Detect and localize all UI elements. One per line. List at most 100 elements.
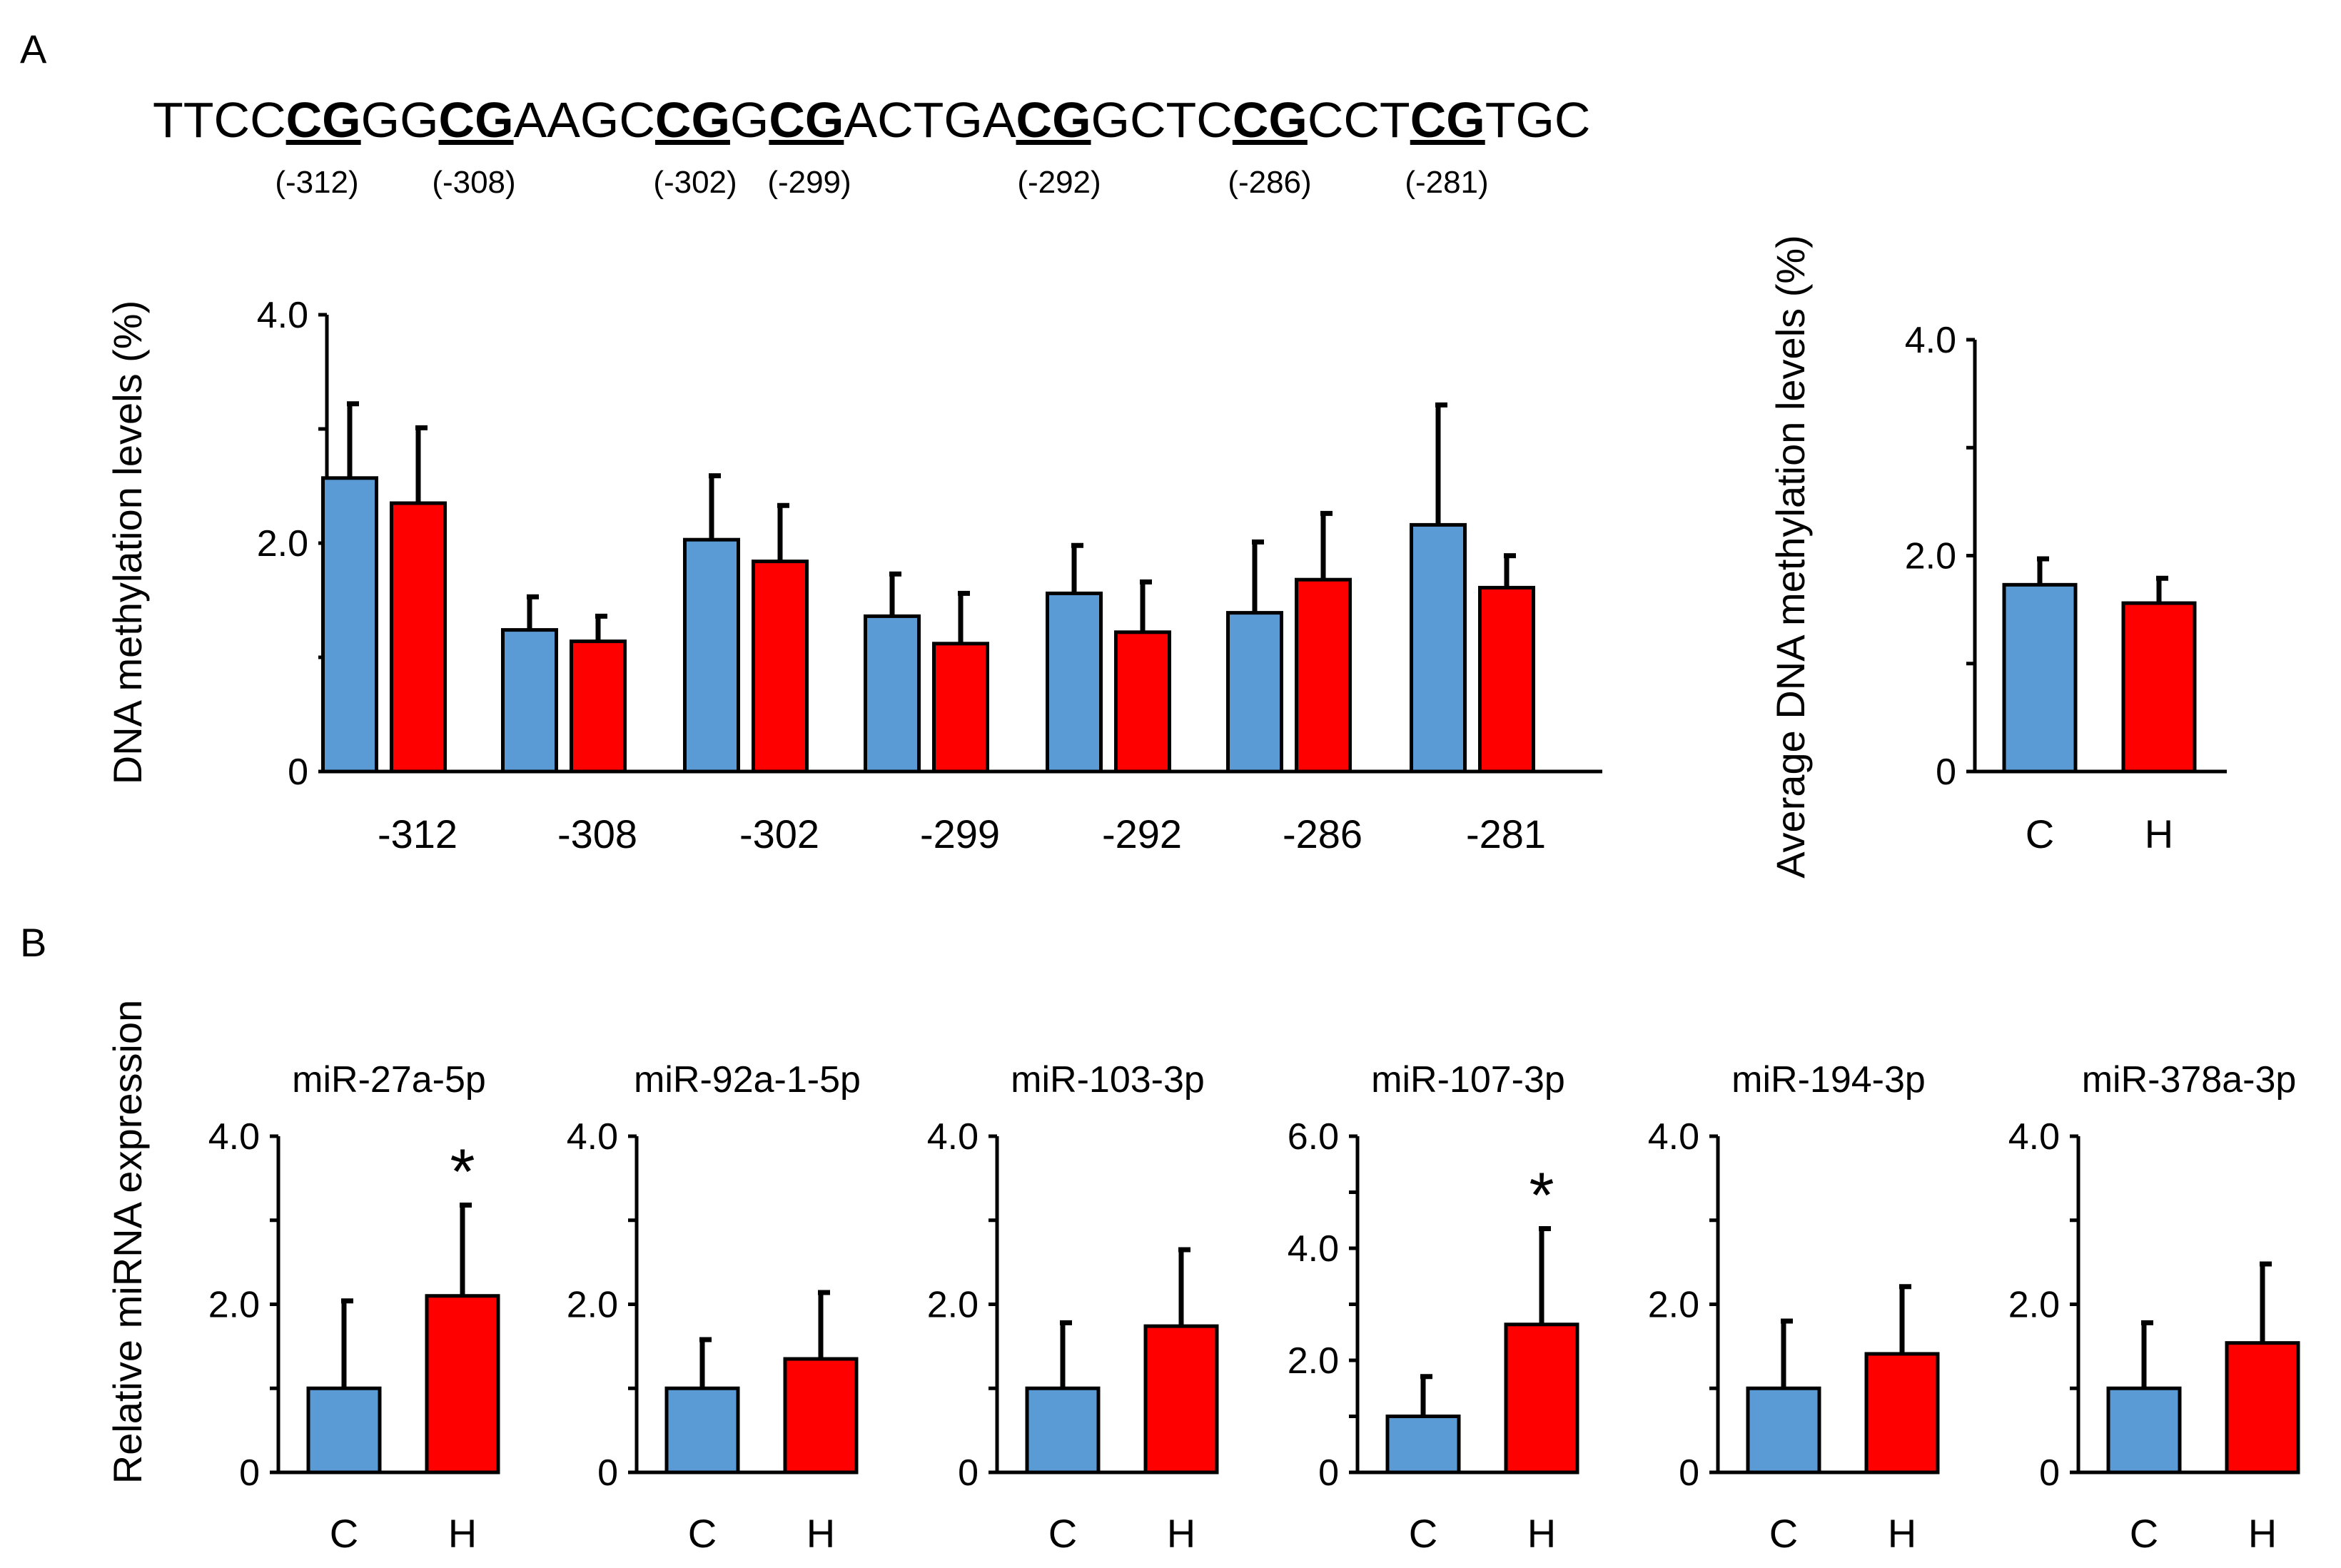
- x-category-label: C: [1409, 1511, 1437, 1556]
- bar-h: [570, 639, 627, 774]
- bar-c: [1410, 522, 1467, 774]
- chart-title: miR-92a-1-5p: [634, 1059, 861, 1101]
- bar-h: [1864, 1352, 1940, 1475]
- cpg-position-labels: (-312) (-308) (-302) (-299) (-292) (-286) (-28…: [275, 165, 1488, 200]
- bar-h: [390, 501, 447, 774]
- x-category-label: H: [1527, 1511, 1556, 1556]
- chart-title: miR-103-3p: [1011, 1059, 1205, 1101]
- bar-c: [501, 628, 558, 774]
- y-tick-label: 0: [288, 752, 308, 793]
- cpg-position-label: (-299): [767, 165, 851, 200]
- y-tick-label: 2.0: [927, 1285, 979, 1326]
- bar-h: [752, 560, 809, 774]
- sequence-segment: G: [730, 92, 769, 148]
- bar-c: [864, 614, 921, 774]
- bar-c: [664, 1386, 740, 1475]
- x-category-label: H: [1167, 1511, 1195, 1556]
- bar-h: [932, 642, 989, 774]
- x-category-label: H: [807, 1511, 835, 1556]
- bar-c: [1025, 1386, 1101, 1475]
- panel-label-a: A: [20, 26, 47, 71]
- x-category-label: H: [2145, 811, 2173, 856]
- y-tick-label: 4.0: [208, 1116, 260, 1158]
- cpg-site-text: CG: [655, 92, 730, 148]
- cpg-position-label: (-312): [275, 165, 358, 200]
- y-tick-label: 2.0: [1905, 536, 1956, 577]
- y-axis-label: Average DNA methylation levels (%): [1768, 235, 1813, 879]
- x-category-label: -302: [739, 811, 819, 856]
- bar-c: [2002, 582, 2078, 774]
- bar-c: [1385, 1415, 1461, 1475]
- cpg-site-text: CG: [1233, 92, 1308, 148]
- cpg-position-label: (-281): [1405, 165, 1488, 200]
- chart-title: miR-194-3p: [1731, 1059, 1926, 1101]
- y-tick-label: 2.0: [257, 523, 308, 565]
- chart-title: miR-107-3p: [1371, 1059, 1565, 1101]
- sequence-segment: TGC: [1485, 92, 1591, 148]
- mirna-chart-miR-107-3p: 0 2.0 4.0 6.0 C H * miR-107-3p: [1288, 1059, 1579, 1556]
- sequence-segment: TTCC: [153, 92, 286, 148]
- bar-h: [425, 1294, 500, 1475]
- bar-h: [1504, 1322, 1579, 1475]
- y-tick-label: 4.0: [1288, 1228, 1339, 1270]
- cpg-position-label: (-286): [1228, 165, 1311, 200]
- x-category-label: H: [448, 1511, 477, 1556]
- sequence-segment: GCTC: [1091, 92, 1233, 148]
- y-tick-label: 2.0: [2008, 1285, 2060, 1326]
- cpg-site-text: CG: [439, 92, 514, 148]
- bar-c: [321, 476, 378, 774]
- significance-asterisk: *: [1529, 1160, 1554, 1232]
- y-tick-label: 2.0: [1648, 1285, 1699, 1326]
- bar-h: [783, 1357, 859, 1475]
- x-category-label: -286: [1283, 811, 1362, 856]
- bar-c: [306, 1386, 382, 1475]
- cpg-site-text: CG: [1410, 92, 1485, 148]
- average-methylation-chart: 0 2.0 4.0 C H Average DNA methylation levels …: [1768, 235, 2227, 879]
- cpg-site-text: CG: [286, 92, 361, 148]
- mirna-chart-miR-27a-5p: 0 2.0 4.0 C H * miR-27a-5p Relative miRNA expre…: [105, 1000, 500, 1556]
- site-methylation-chart: 0 2.0 4.0 -312 -308 -302 -299 -292 -286 -281 DNA m…: [105, 295, 1602, 856]
- y-tick-label: 4.0: [927, 1116, 979, 1158]
- y-tick-label: 0: [958, 1452, 979, 1494]
- bar-h: [1143, 1324, 1219, 1475]
- bar-h: [2121, 601, 2197, 774]
- bar-c: [1226, 611, 1283, 774]
- y-tick-label: 4.0: [257, 295, 308, 336]
- sequence-segment: GG: [361, 92, 439, 148]
- bar-c: [683, 537, 740, 774]
- x-category-label: C: [688, 1511, 717, 1556]
- sequence-segment: AAGC: [514, 92, 655, 148]
- y-tick-label: 0: [2039, 1452, 2060, 1494]
- y-tick-label: 0: [597, 1452, 618, 1494]
- chart-title: miR-27a-5p: [292, 1059, 486, 1101]
- y-tick-label: 6.0: [1288, 1116, 1339, 1158]
- mirna-expression-charts: 0 2.0 4.0 C H * miR-27a-5p Relative miRNA expre…: [105, 1000, 2300, 1556]
- y-tick-label: 2.0: [1288, 1340, 1339, 1382]
- x-category-label: -299: [920, 811, 1000, 856]
- cpg-position-label: (-302): [653, 165, 737, 200]
- y-tick-label: 4.0: [1905, 320, 1956, 361]
- bar-h: [2225, 1341, 2300, 1475]
- x-category-label: C: [330, 1511, 358, 1556]
- bar-h: [1478, 585, 1535, 774]
- y-tick-label: 0: [1679, 1452, 1699, 1494]
- x-category-label: -312: [378, 811, 457, 856]
- sequence-segment: CCT: [1308, 92, 1410, 148]
- bar-c: [1046, 591, 1103, 774]
- bar-h: [1295, 577, 1352, 774]
- y-tick-label: 4.0: [567, 1116, 618, 1158]
- x-category-label: -281: [1466, 811, 1546, 856]
- panel-label-b: B: [20, 920, 46, 965]
- x-category-label: H: [1888, 1511, 1916, 1556]
- y-axis-label: DNA methylation levels (%): [105, 300, 150, 784]
- bar-c: [1746, 1386, 1821, 1475]
- x-category-label: C: [1048, 1511, 1077, 1556]
- sequence-segment: ACTGA: [844, 92, 1016, 148]
- cpg-position-label: (-292): [1017, 165, 1101, 200]
- cpg-sequence: TTCCCGGGCGAAGCCGGCGACTGACGGCTCCGCCTCGTGC: [153, 92, 1590, 148]
- chart-title: miR-378a-3p: [2082, 1059, 2297, 1101]
